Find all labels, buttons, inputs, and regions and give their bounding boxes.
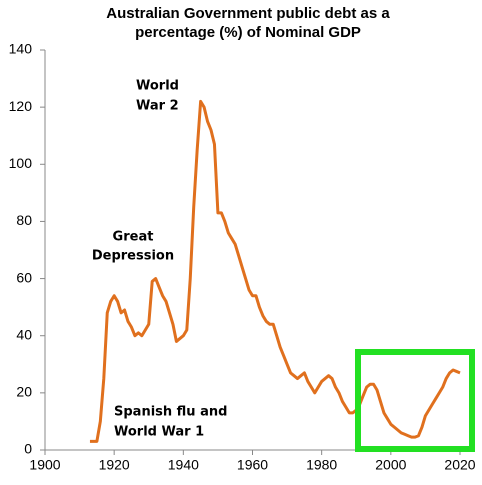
y-tick-label: 120 (9, 98, 33, 114)
x-tick-label: 2000 (375, 457, 406, 473)
chart-title: percentage (%) of Nominal GDP (135, 24, 361, 41)
y-tick-label: 80 (16, 212, 32, 228)
highlight-box (355, 349, 475, 452)
y-tick-label: 0 (24, 441, 32, 457)
x-tick-label: 1920 (99, 457, 130, 473)
y-tick-label: 40 (16, 326, 32, 342)
x-tick-label: 1900 (29, 457, 60, 473)
y-tick-label: 100 (9, 155, 33, 171)
x-tick-label: 1940 (168, 457, 199, 473)
y-tick-label: 20 (16, 384, 32, 400)
annotation: Depression (92, 249, 174, 264)
data-line (89, 99, 461, 443)
x-tick-label: 1980 (306, 457, 337, 473)
annotation: World War 1 (114, 425, 204, 440)
annotation: War 2 (136, 99, 179, 114)
annotation: World (136, 79, 179, 94)
x-tick-label: 2020 (444, 457, 475, 473)
chart-title: Australian Government public debt as a (106, 5, 390, 22)
y-tick-label: 140 (9, 41, 33, 57)
annotation: Great (113, 230, 154, 245)
y-tick-label: 60 (16, 269, 32, 285)
annotation: Spanish flu and (114, 405, 227, 420)
x-tick-label: 1960 (237, 457, 268, 473)
